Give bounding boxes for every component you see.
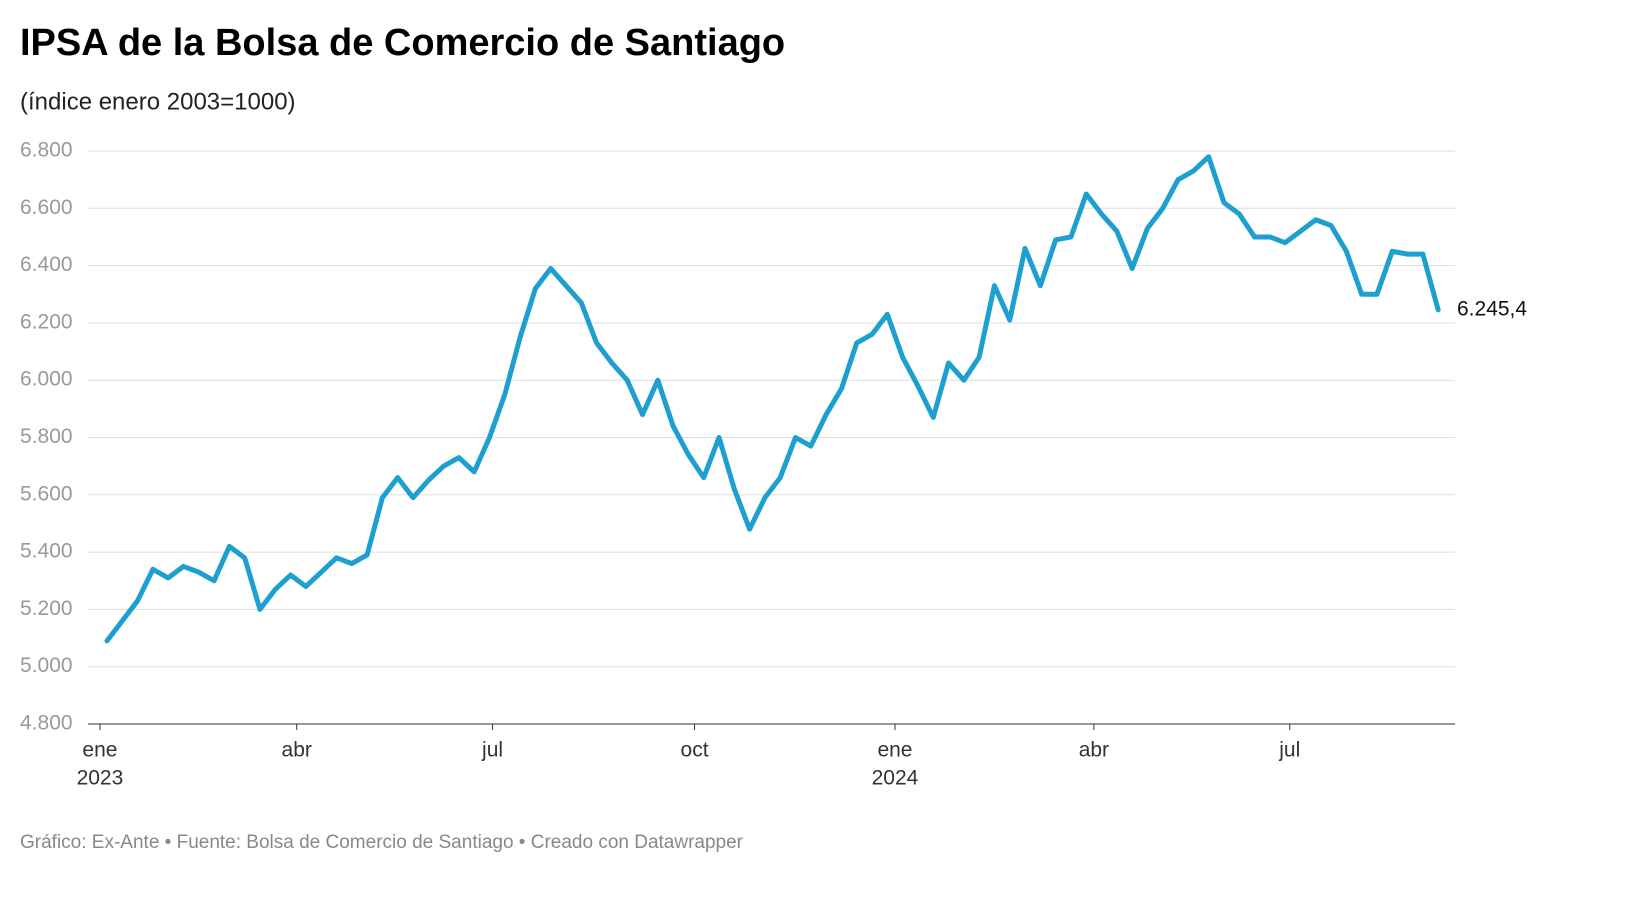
y-tick-label: 6.600 [20,196,73,219]
x-tick-year: 2023 [77,767,124,790]
x-tick-label: ene [82,739,117,762]
x-tick-label: oct [681,739,709,762]
line [104,154,1441,644]
x-tick-label: ene [877,739,912,762]
chart-subtitle: (índice enero 2003=1000) [20,88,296,115]
footer: Gráfico: Ex-Ante • Fuente: Bolsa de Come… [20,832,744,853]
y-tick-label: 6.400 [20,253,73,276]
y-tick-label: 6.200 [20,310,73,333]
x-tick-year: 2024 [872,767,919,790]
x-tick-label: abr [282,739,312,762]
y-tick-label: 6.000 [20,368,73,391]
y-tick-label: 4.800 [20,712,73,735]
y-tick-label: 5.600 [20,482,73,505]
y-tick-label: 5.200 [20,597,73,620]
y-tick-label: 6.800 [20,139,73,162]
chart-title: IPSA de la Bolsa de Comercio de Santiago [20,22,785,64]
y-tick-label: 5.800 [20,425,73,448]
y-tick-label: 5.400 [20,540,73,563]
end-label: 6.245,4 [1457,297,1527,320]
x-tick-label: jul [1278,739,1300,762]
x-tick-label: abr [1079,739,1109,762]
y-tick-label: 5.000 [20,654,73,677]
x-tick-label: jul [481,739,503,762]
